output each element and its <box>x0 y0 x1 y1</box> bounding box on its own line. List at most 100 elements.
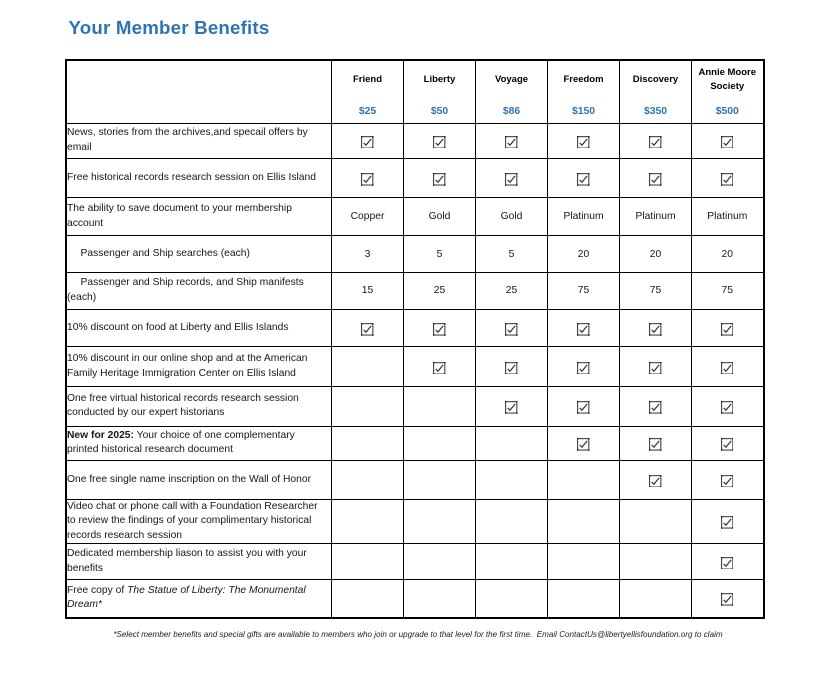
benefit-row: New for 2025: Your choice of one complem… <box>65 425 764 462</box>
checkbox-checked-icon <box>721 593 734 606</box>
tier-price: $150 <box>571 106 596 117</box>
tier-header-freedom: Freedom $150 <box>547 59 620 124</box>
checkbox-checked-icon <box>361 322 374 336</box>
benefit-row: Passenger and Ship records, and Ship man… <box>65 271 764 310</box>
benefit-label-text: Your choice of one complementary printed… <box>67 429 295 456</box>
tier-name: Discovery <box>632 74 679 85</box>
benefit-cell-empty <box>403 498 476 545</box>
benefit-label-text: News, stories from the archives,and spec… <box>67 127 308 153</box>
benefit-label: Video chat or phone call with a Foundati… <box>65 498 332 545</box>
benefit-cell-checked <box>475 386 548 427</box>
benefit-row: News, stories from the archives,and spec… <box>65 122 764 160</box>
checkbox-checked-icon <box>361 135 374 149</box>
benefit-cell-checked <box>475 308 548 348</box>
checkbox-checked-icon <box>577 135 590 149</box>
benefit-cell-value: 25 <box>403 271 476 310</box>
benefit-cell-checked <box>691 308 764 348</box>
benefit-cell-value: 75 <box>547 271 620 310</box>
benefit-cell-checked <box>619 425 692 462</box>
benefit-cell-checked <box>547 386 620 427</box>
benefit-cell-checked <box>691 543 764 581</box>
benefit-label: Free copy of The Statue of Liberty: The … <box>65 579 332 619</box>
benefit-cell-empty <box>403 579 476 619</box>
benefit-row: The ability to save document to your mem… <box>65 197 764 237</box>
benefit-cell-value: Platinum <box>547 197 620 237</box>
benefit-cell-checked <box>331 158 404 199</box>
benefit-cell-checked <box>547 346 620 388</box>
benefit-cell-checked <box>619 158 692 199</box>
benefit-cell-checked <box>403 122 476 160</box>
benefit-cell-empty <box>619 543 692 581</box>
benefit-cell-empty <box>331 425 404 462</box>
checkbox-checked-icon <box>721 173 734 186</box>
checkbox-checked-icon <box>433 173 446 186</box>
benefit-cell-empty <box>403 386 476 427</box>
benefit-cell-empty <box>331 386 404 427</box>
benefit-cell-value: 5 <box>403 235 476 273</box>
checkbox-checked-icon <box>505 135 518 149</box>
benefit-cell-empty <box>475 498 548 545</box>
benefit-label-text: One free virtual historical records rese… <box>67 392 299 419</box>
checkbox-checked-icon <box>433 135 446 149</box>
benefit-cell-empty <box>331 346 404 388</box>
benefit-cell-checked <box>691 122 764 160</box>
checkbox-checked-icon <box>577 401 590 414</box>
benefit-cell-checked <box>331 122 404 160</box>
benefit-label: News, stories from the archives,and spec… <box>65 122 332 160</box>
benefit-label-text: Dedicated membership liason to assist yo… <box>67 548 307 574</box>
benefit-cell-empty <box>547 498 620 545</box>
checkbox-checked-icon <box>649 474 662 488</box>
benefit-label: Passenger and Ship searches (each) <box>65 235 332 273</box>
benefit-cell-empty <box>475 460 548 500</box>
benefit-label-text: Passenger and Ship searches (each) <box>80 247 250 259</box>
benefit-row: Dedicated membership liason to assist yo… <box>65 543 764 581</box>
benefit-label-text: Free copy of <box>67 584 128 596</box>
tier-name: Freedom <box>563 74 604 85</box>
checkbox-checked-icon <box>649 361 662 375</box>
benefit-label: The ability to save document to your mem… <box>65 197 332 237</box>
benefit-cell-empty <box>547 460 620 500</box>
benefit-cell-checked <box>691 346 764 388</box>
checkbox-checked-icon <box>577 438 590 451</box>
benefit-cell-empty <box>331 498 404 545</box>
checkbox-checked-icon <box>505 173 518 186</box>
benefit-cell-checked <box>547 122 620 160</box>
benefit-cell-checked <box>691 460 764 500</box>
benefit-cell-empty <box>403 425 476 462</box>
header-blank-cell <box>65 59 332 124</box>
benefit-label-text: One free single name inscription on the … <box>67 473 312 485</box>
benefit-cell-checked <box>331 308 404 348</box>
benefit-cell-checked <box>403 158 476 199</box>
benefit-cell-empty <box>619 498 692 545</box>
tier-header-liberty: Liberty $50 <box>403 59 476 124</box>
benefit-label: One free single name inscription on the … <box>65 460 332 500</box>
checkbox-checked-icon <box>721 135 734 149</box>
checkbox-checked-icon <box>505 361 518 375</box>
benefit-cell-checked <box>619 386 692 427</box>
benefit-row: 10% discount in our online shop and at t… <box>65 346 764 388</box>
checkbox-checked-icon <box>649 173 662 186</box>
benefit-cell-checked <box>619 460 692 500</box>
benefit-cell-value: Platinum <box>619 197 692 237</box>
tier-price: $350 <box>643 106 668 117</box>
tier-name: Voyage <box>494 74 529 85</box>
benefits-table: Friend $25 Liberty $50 Voyage $86 Freedom $150 D… <box>65 59 765 619</box>
benefit-cell-checked <box>475 346 548 388</box>
benefit-cell-checked <box>691 425 764 462</box>
benefit-cell-value: 75 <box>619 271 692 310</box>
benefit-cell-empty <box>331 579 404 619</box>
benefit-cell-checked <box>691 386 764 427</box>
benefit-cell-checked <box>691 579 764 619</box>
page-title: Your Member Benefits <box>68 16 270 38</box>
tier-header-annie-moore-society: Annie Moore Society $500 <box>691 59 764 124</box>
benefit-label: Free historical records research session… <box>65 158 332 199</box>
tier-name: Liberty <box>423 74 456 85</box>
benefit-label: Dedicated membership liason to assist yo… <box>65 543 332 581</box>
benefit-cell-empty <box>403 543 476 581</box>
tier-header-discovery: Discovery $350 <box>619 59 692 124</box>
benefit-row: 10% discount on food at Liberty and Elli… <box>65 308 764 348</box>
tier-name: Annie Moore Society <box>698 67 757 92</box>
footnote: *Select member benefits and special gift… <box>113 630 723 639</box>
benefit-label-text: Video chat or phone call with a Foundati… <box>67 500 318 541</box>
checkbox-checked-icon <box>361 173 374 186</box>
